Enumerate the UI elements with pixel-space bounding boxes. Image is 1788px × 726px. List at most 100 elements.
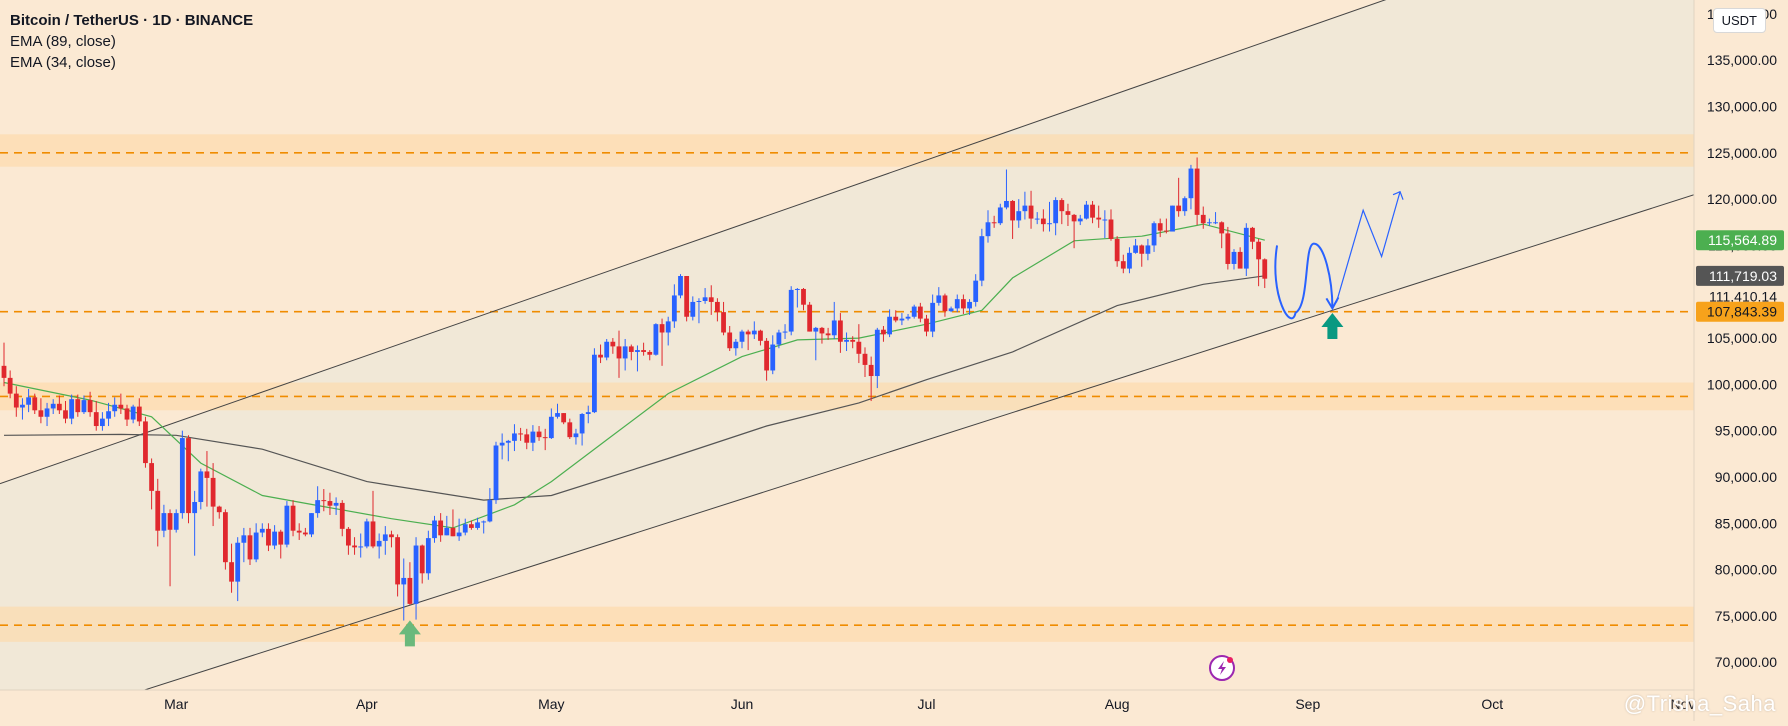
- candle: [395, 534, 400, 597]
- candle: [979, 228, 985, 287]
- candle: [610, 338, 616, 354]
- chart-legend: Bitcoin / TetherUS · 1D · BINANCE EMA (8…: [10, 10, 253, 73]
- candle-body: [899, 318, 905, 321]
- candle: [210, 463, 216, 527]
- candle: [309, 513, 314, 538]
- candle-body: [1, 365, 7, 378]
- ema89-legend[interactable]: EMA (89, close): [10, 33, 116, 50]
- candle: [1065, 203, 1071, 226]
- candle-body: [911, 306, 917, 317]
- candle: [967, 299, 972, 315]
- candle: [1194, 157, 1200, 226]
- candle: [106, 402, 111, 427]
- author-watermark: @Trisha_Saha: [1623, 691, 1776, 716]
- candle-body: [530, 431, 536, 443]
- price-tick-label: 135,000.00: [1707, 52, 1777, 68]
- candle: [339, 500, 345, 537]
- price-tick-label: 70,000.00: [1715, 654, 1777, 670]
- candle: [1004, 169, 1009, 210]
- candle: [149, 458, 154, 510]
- candle-body: [1090, 204, 1095, 218]
- candle-body: [407, 577, 413, 604]
- candle: [1133, 238, 1138, 254]
- candle-body: [678, 276, 683, 296]
- time-tick-label: May: [538, 696, 564, 712]
- candle-body: [985, 222, 991, 237]
- candle: [659, 318, 665, 366]
- candle-body: [1059, 200, 1065, 212]
- candle: [143, 416, 148, 468]
- candle-body: [887, 316, 892, 335]
- candle: [1127, 247, 1132, 274]
- candle: [401, 558, 407, 621]
- candle: [38, 398, 44, 424]
- candle: [579, 413, 585, 446]
- candle: [1243, 223, 1249, 276]
- ema89-price-label: 111,719.03: [1709, 268, 1777, 284]
- candle-body: [327, 501, 333, 506]
- candle: [481, 520, 487, 534]
- candle: [259, 523, 265, 538]
- candle: [684, 276, 690, 322]
- candle-body: [100, 418, 105, 427]
- projection-path: [1335, 191, 1401, 303]
- candle-body: [1004, 200, 1009, 208]
- candle-body: [493, 445, 499, 501]
- candle: [844, 332, 849, 352]
- candle: [389, 530, 394, 548]
- candle-body: [32, 397, 38, 411]
- candle-body: [696, 301, 702, 303]
- candle: [81, 395, 87, 414]
- candle: [456, 518, 462, 541]
- candle: [290, 500, 296, 537]
- lightning-dot: [1227, 657, 1233, 663]
- candle: [721, 301, 726, 336]
- candle: [20, 398, 25, 420]
- candle: [770, 335, 776, 375]
- candle-body: [518, 433, 523, 435]
- candle: [807, 301, 813, 332]
- candle-body: [1016, 211, 1022, 221]
- candle-body: [179, 438, 185, 514]
- candle: [635, 345, 640, 372]
- ema34-legend[interactable]: EMA (34, close): [10, 54, 116, 71]
- projection-target-arrowhead: [1392, 190, 1404, 200]
- candle: [555, 403, 560, 419]
- candle-body: [758, 330, 763, 341]
- candle-body: [118, 404, 124, 409]
- candle: [358, 533, 364, 558]
- candle: [413, 537, 419, 620]
- candle: [788, 286, 794, 336]
- price-tick-label: 100,000.00: [1707, 376, 1777, 392]
- candle-body: [321, 500, 327, 502]
- candle-body: [745, 331, 751, 335]
- candle-body: [862, 353, 868, 365]
- candle-body: [419, 545, 425, 574]
- candle: [419, 544, 425, 584]
- candle: [1071, 213, 1077, 249]
- candle-body: [628, 346, 634, 352]
- candle-body: [376, 540, 382, 547]
- candle-body: [776, 332, 782, 345]
- candle-body: [81, 400, 87, 413]
- candle-body: [216, 506, 222, 513]
- candle: [616, 330, 622, 378]
- symbol-title[interactable]: Bitcoin / TetherUS · 1D · BINANCE: [10, 12, 254, 29]
- candle-body: [825, 333, 831, 336]
- candle: [50, 399, 56, 414]
- candle-body: [229, 562, 234, 582]
- support-level-price-label-bg: [1696, 301, 1784, 322]
- candle-body: [881, 329, 886, 335]
- candle: [794, 288, 800, 308]
- candle: [216, 505, 222, 519]
- candle-body: [671, 295, 677, 322]
- candle: [370, 490, 376, 549]
- candle-body: [585, 412, 591, 414]
- currency-button[interactable]: USDT: [1712, 8, 1766, 33]
- candle-body: [130, 406, 136, 420]
- candle-body: [143, 421, 148, 464]
- candle: [112, 397, 118, 417]
- candle-body: [715, 301, 720, 313]
